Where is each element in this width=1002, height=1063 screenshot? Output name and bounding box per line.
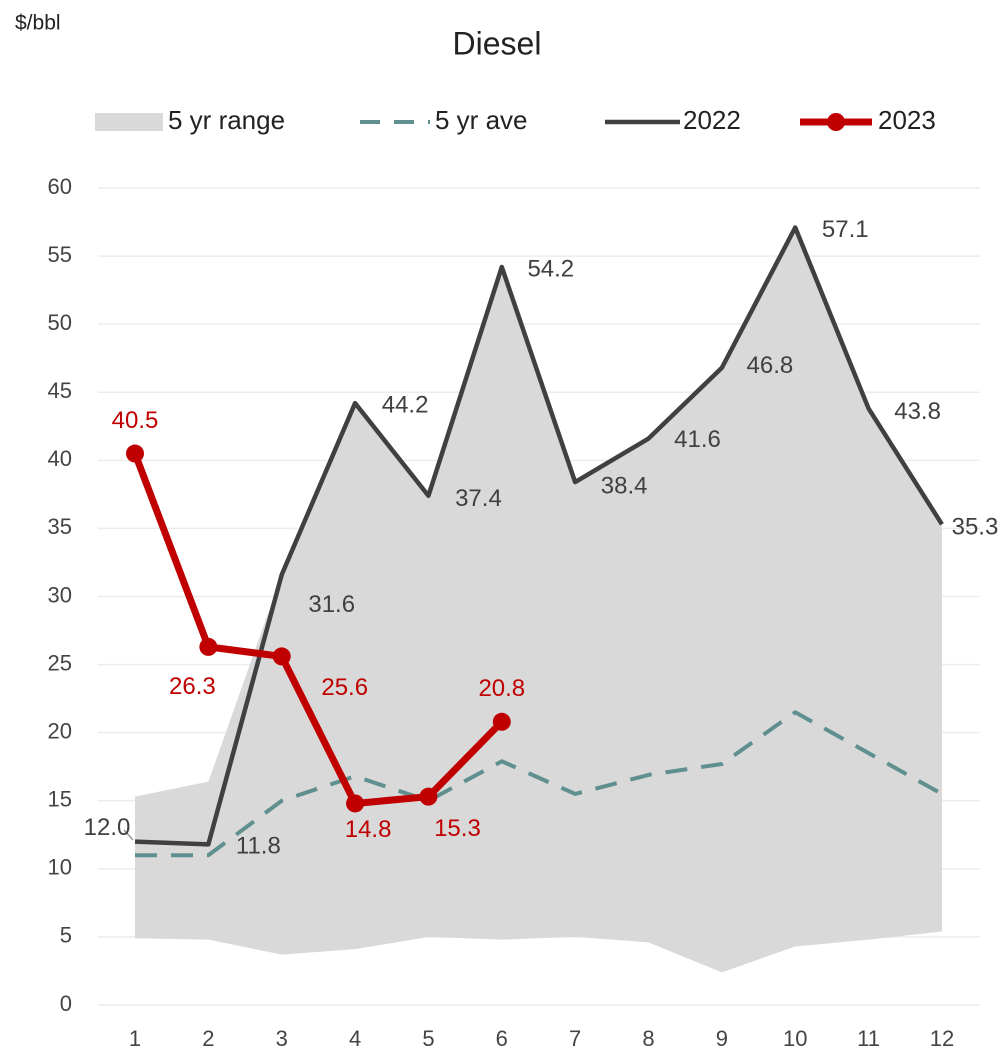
- legend-label: 2022: [683, 105, 741, 135]
- series-marker: [492, 712, 511, 731]
- y-tick-label: 10: [48, 855, 72, 880]
- y-tick-label: 55: [48, 242, 72, 267]
- legend-label: 5 yr range: [168, 105, 285, 135]
- x-tick-label: 4: [349, 1026, 361, 1051]
- y-unit-label: $/bbl: [15, 12, 61, 35]
- range-area: [135, 227, 942, 973]
- x-tick-label: 9: [716, 1026, 728, 1051]
- data-label: 15.3: [434, 815, 481, 842]
- x-tick-label: 11: [857, 1026, 880, 1051]
- data-label: 57.1: [822, 216, 869, 243]
- y-tick-label: 25: [48, 650, 72, 675]
- data-label: 14.8: [345, 816, 392, 843]
- data-label: 43.8: [894, 398, 941, 425]
- series-line: [134, 225, 944, 847]
- series-marker: [419, 787, 438, 806]
- series-marker: [272, 647, 291, 666]
- x-tick-label: 1: [129, 1026, 141, 1051]
- series-line: [131, 452, 505, 807]
- y-tick-label: 45: [48, 378, 72, 403]
- x-tick-label: 12: [930, 1026, 954, 1051]
- data-label: 12.0: [84, 814, 131, 841]
- x-tick-label: 3: [276, 1026, 288, 1051]
- y-tick-label: 0: [60, 991, 72, 1016]
- data-label: 20.8: [478, 675, 525, 702]
- data-label: 35.3: [952, 514, 999, 541]
- y-tick-label: 15: [48, 787, 72, 812]
- legend-marker: [827, 113, 845, 131]
- series-marker: [346, 794, 365, 813]
- data-label: 38.4: [601, 472, 648, 499]
- y-tick-label: 5: [60, 923, 72, 948]
- data-label: 26.3: [169, 673, 216, 700]
- legend-swatch: [95, 113, 163, 131]
- y-tick-label: 30: [48, 582, 72, 607]
- data-label: 54.2: [527, 255, 574, 282]
- data-label: 31.6: [308, 591, 355, 618]
- x-tick-label: 5: [422, 1026, 434, 1051]
- series-line: [135, 710, 943, 858]
- x-tick-label: 2: [202, 1026, 214, 1051]
- y-tick-label: 50: [48, 310, 72, 335]
- data-label: 46.8: [747, 352, 794, 379]
- y-tick-label: 60: [48, 174, 72, 199]
- data-label: 41.6: [674, 426, 721, 453]
- series-marker: [199, 637, 218, 656]
- data-label: 37.4: [455, 485, 502, 512]
- x-tick-label: 8: [642, 1026, 654, 1051]
- y-tick-label: 40: [48, 446, 72, 471]
- label-leader: [123, 829, 134, 841]
- y-tick-label: 35: [48, 514, 72, 539]
- x-tick-label: 6: [496, 1026, 508, 1051]
- series-marker: [126, 444, 144, 463]
- x-tick-label: 10: [783, 1026, 807, 1051]
- legend-label: 5 yr ave: [435, 105, 528, 135]
- x-tick-label: 7: [569, 1026, 581, 1051]
- data-label: 40.5: [112, 407, 159, 434]
- data-label: 11.8: [236, 833, 281, 860]
- chart-title: Diesel: [453, 25, 542, 61]
- legend-label: 2023: [878, 105, 936, 135]
- data-label: 44.2: [382, 391, 429, 418]
- data-label: 25.6: [321, 674, 368, 701]
- y-tick-label: 20: [48, 718, 72, 743]
